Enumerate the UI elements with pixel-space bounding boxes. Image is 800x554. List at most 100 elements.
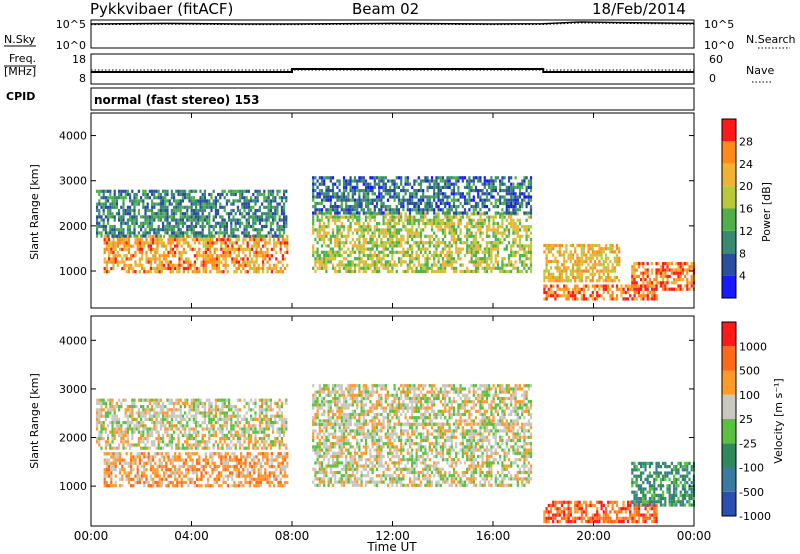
- power-cell: [503, 247, 506, 251]
- power-cell: [198, 266, 201, 271]
- power-cell: [481, 192, 484, 196]
- power-cell: [126, 208, 129, 213]
- power-cell: [360, 198, 363, 202]
- power-cell: [173, 228, 176, 232]
- velocity-cell: [115, 405, 118, 409]
- power-cell: [529, 185, 533, 189]
- velocity-cell: [182, 480, 185, 485]
- power-cell: [133, 212, 136, 216]
- power-cell: [448, 241, 451, 245]
- power-cell: [162, 212, 165, 216]
- power-cell: [244, 247, 247, 251]
- power-cell: [245, 234, 248, 238]
- power-cell: [380, 201, 383, 205]
- power-cell: [105, 263, 108, 267]
- power-cell: [360, 176, 363, 180]
- power-cell: [472, 182, 475, 186]
- power-cell: [235, 260, 238, 264]
- velocity-cell: [143, 480, 146, 485]
- power-cell: [201, 228, 204, 232]
- velocity-cell: [96, 417, 99, 421]
- velocity-cell: [237, 458, 240, 462]
- power-cell: [397, 260, 401, 264]
- power-cell: [316, 266, 319, 270]
- velocity-cell: [193, 452, 196, 456]
- power-cell: [510, 244, 513, 248]
- power-cell: [507, 234, 511, 238]
- power-cell: [239, 224, 242, 229]
- velocity-cell: [224, 452, 227, 456]
- power-cell: [165, 257, 168, 261]
- power-cell: [273, 238, 276, 242]
- power-cell: [264, 238, 267, 242]
- velocity-cell: [140, 430, 143, 434]
- power-cell: [320, 225, 324, 229]
- power-cell: [136, 247, 139, 251]
- power-cell: [144, 212, 147, 216]
- velocity-cell: [279, 461, 282, 465]
- power-cell: [189, 247, 192, 251]
- power-cell: [510, 225, 513, 229]
- power-cell: [323, 221, 326, 226]
- power-cell: [602, 272, 605, 276]
- power-cell: [327, 253, 330, 258]
- power-cell: [275, 241, 278, 245]
- power-cell: [378, 198, 381, 202]
- power-cell: [681, 271, 684, 275]
- power-cell: [109, 224, 112, 229]
- velocity-cell: [211, 484, 214, 488]
- date-label: 18/Feb/2014: [592, 0, 686, 18]
- velocity-cell: [119, 471, 122, 475]
- power-cell: [525, 269, 528, 274]
- power-cell: [582, 287, 586, 291]
- power-cell: [269, 212, 272, 216]
- power-cell: [204, 266, 207, 271]
- power-cell: [129, 218, 132, 222]
- power-cell: [120, 215, 123, 219]
- power-cell: [408, 201, 412, 205]
- velocity-cell: [127, 464, 130, 469]
- power-cell: [155, 212, 158, 216]
- power-cell: [351, 244, 354, 248]
- power-cell: [635, 290, 638, 295]
- velocity-cell: [218, 477, 221, 481]
- power-cell: [107, 208, 110, 213]
- power-cell: [191, 270, 194, 274]
- power-cell: [448, 260, 451, 264]
- power-cell: [481, 260, 484, 264]
- velocity-cell: [96, 411, 99, 415]
- power-cell: [362, 253, 365, 258]
- power-cell: [232, 228, 235, 232]
- power-cell: [160, 260, 163, 264]
- power-cell: [160, 270, 163, 274]
- velocity-cell: [105, 464, 108, 469]
- power-cell: [589, 259, 592, 264]
- power-cell: [364, 253, 368, 258]
- velocity-cell: [215, 468, 218, 472]
- power-cell: [132, 254, 135, 258]
- power-cell: [492, 225, 495, 229]
- power-cell: [193, 238, 196, 242]
- power-cell: [178, 270, 181, 274]
- power-cell: [510, 176, 513, 180]
- power-cell: [218, 270, 221, 274]
- power-cell: [499, 182, 502, 186]
- power-cell: [607, 279, 610, 283]
- power-cell: [224, 241, 227, 245]
- power-cell: [203, 196, 206, 200]
- power-cell: [468, 198, 471, 202]
- power-cell: [318, 266, 321, 270]
- power-cell: [598, 250, 601, 254]
- power-cell: [142, 224, 145, 229]
- power-cell: [264, 250, 267, 255]
- power-cell: [193, 260, 196, 264]
- velocity-cell: [115, 427, 118, 431]
- power-cell: [490, 192, 493, 196]
- power-cell: [134, 260, 137, 264]
- power-cell: [426, 263, 429, 267]
- power-cell: [600, 250, 603, 254]
- power-cell: [373, 179, 376, 183]
- power-cell: [111, 202, 114, 206]
- power-cell: [503, 182, 506, 186]
- power-cell: [124, 189, 127, 193]
